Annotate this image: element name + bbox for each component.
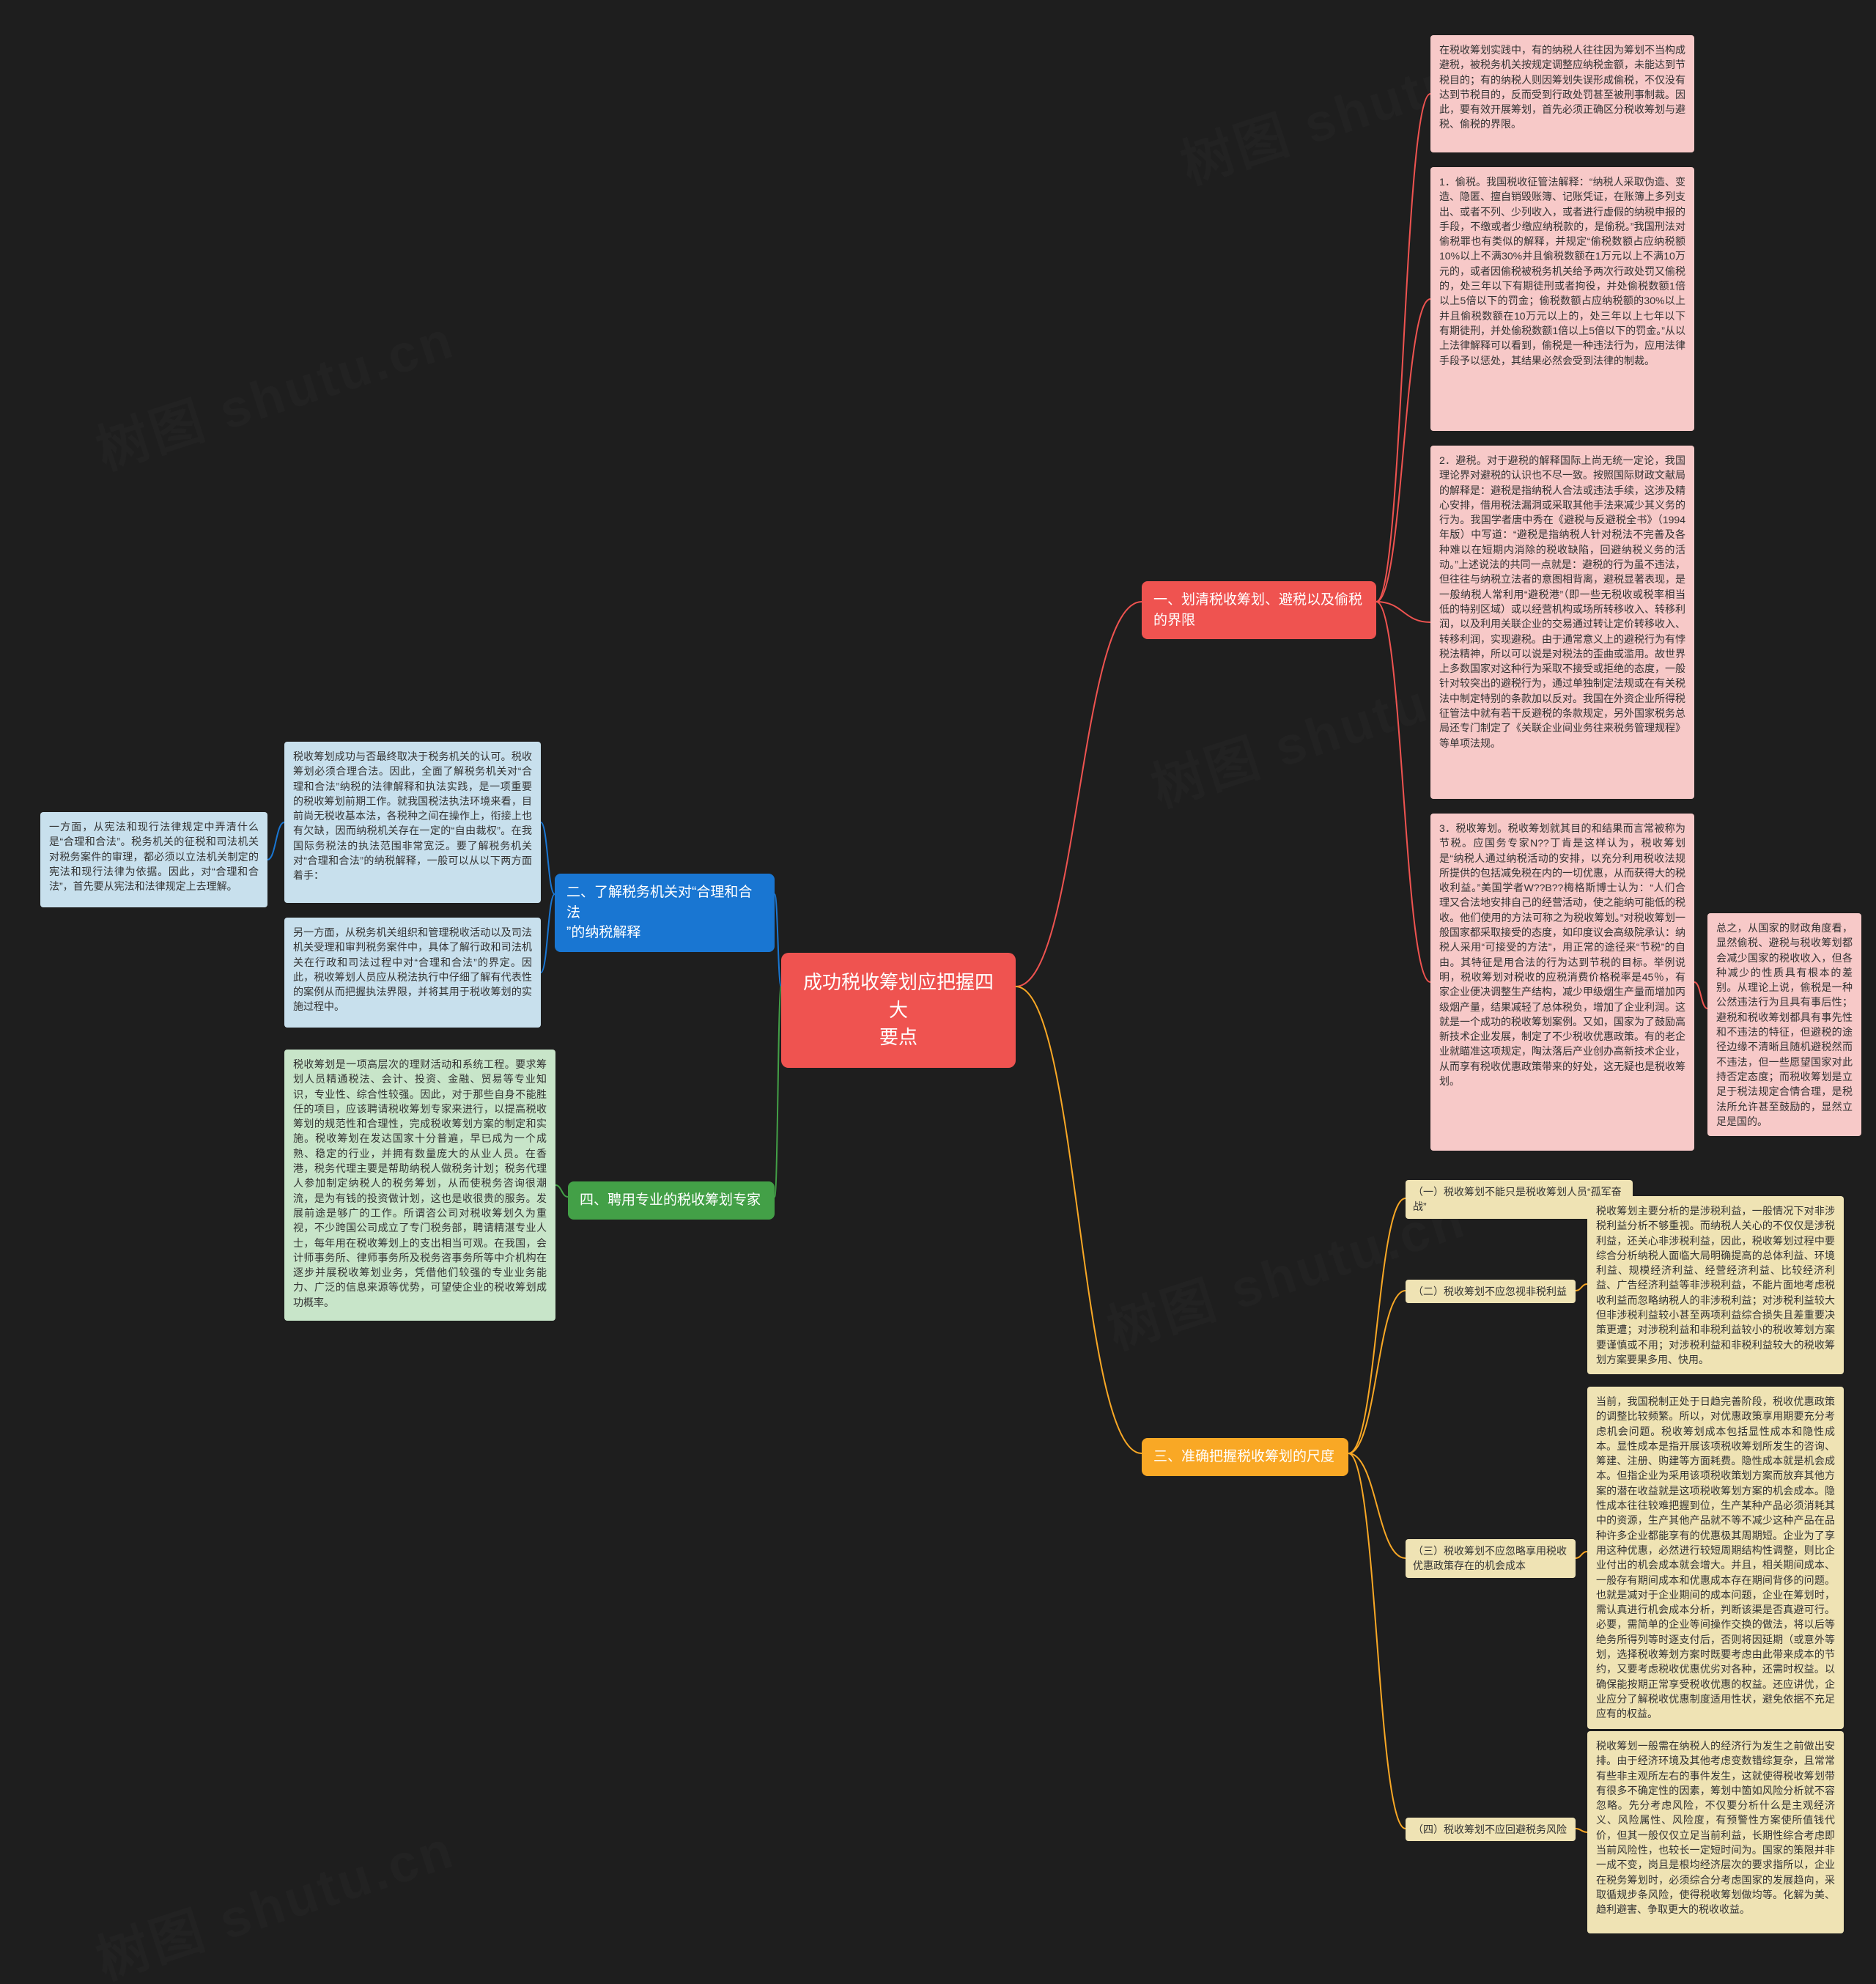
branch-b4[interactable]: 四、聘用专业的税收筹划专家	[568, 1181, 775, 1220]
leaf-b1-3: 3．税收筹划。税收筹划就其目的和结果而言常被称为节税。应国务专家N??丁肯是这样…	[1430, 814, 1694, 1151]
watermark: 树图 shutu.cn	[85, 296, 463, 484]
leaf-b1-2: 2．避税。对于避税的解释国际上尚无统一定论，我国理论界对避税的认识也不尽一致。按…	[1430, 446, 1694, 799]
leaf-b1-4: 总之，从国家的财政角度看，显然偷税、避税与税收筹划都会减少国家的税收收入，但各种…	[1707, 913, 1861, 1136]
leaf-b1-1: 1．偷税。我国税收征管法解释：“纳税人采取伪造、变造、隐匿、擅自销毁账簿、记账凭…	[1430, 167, 1694, 431]
branch-b1[interactable]: 一、划清税收筹划、避税以及偷税 的界限	[1142, 581, 1376, 639]
watermark: 树图 shutu.cn	[85, 1806, 463, 1984]
sub-b3-3[interactable]: （四）税收筹划不应回避税务风险	[1406, 1818, 1576, 1841]
leaf-b2-2: 另一方面，从税务机关组织和管理税收活动以及司法机关受理和审判税务案件中，具体了解…	[284, 918, 541, 1028]
leaf-b3-sub2: 当前，我国税制正处于日趋完善阶段，税收优惠政策的调整比较频繁。所以，对优惠政策享…	[1587, 1387, 1844, 1729]
leaf-b3-sub1: 税收筹划主要分析的是涉税利益，一般情况下对非涉税利益分析不够重视。而纳税人关心的…	[1587, 1196, 1844, 1374]
leaf-b4-0: 税收筹划是一项高层次的理财活动和系统工程。要求筹划人员精通税法、会计、投资、金融…	[284, 1050, 555, 1321]
leaf-b2-1: 一方面，从宪法和现行法律规定中弄清什么是“合理和合法”。税务机关的征税和司法机关…	[40, 812, 267, 907]
leaf-b2-0: 税收筹划成功与否最终取决于税务机关的认可。税收筹划必须合理合法。因此，全面了解税…	[284, 742, 541, 903]
sub-b3-1[interactable]: （二）税收筹划不应忽视非税利益	[1406, 1280, 1576, 1303]
branch-b2[interactable]: 二、了解税务机关对“合理和合法 ”的纳税解释	[555, 874, 775, 952]
sub-b3-2[interactable]: （三）税收筹划不应忽略享用税收优惠政策存在的机会成本	[1406, 1539, 1576, 1578]
root-node: 成功税收筹划应把握四大 要点	[781, 953, 1016, 1068]
branch-b3[interactable]: 三、准确把握税收筹划的尺度	[1142, 1438, 1348, 1476]
leaf-b1-0: 在税收筹划实践中，有的纳税人往往因为筹划不当构成避税，被税务机关按规定调整应纳税…	[1430, 35, 1694, 152]
leaf-b3-sub3: 税收筹划一般需在纳税人的经济行为发生之前做出安排。由于经济环境及其他考虑变数错综…	[1587, 1731, 1844, 1933]
